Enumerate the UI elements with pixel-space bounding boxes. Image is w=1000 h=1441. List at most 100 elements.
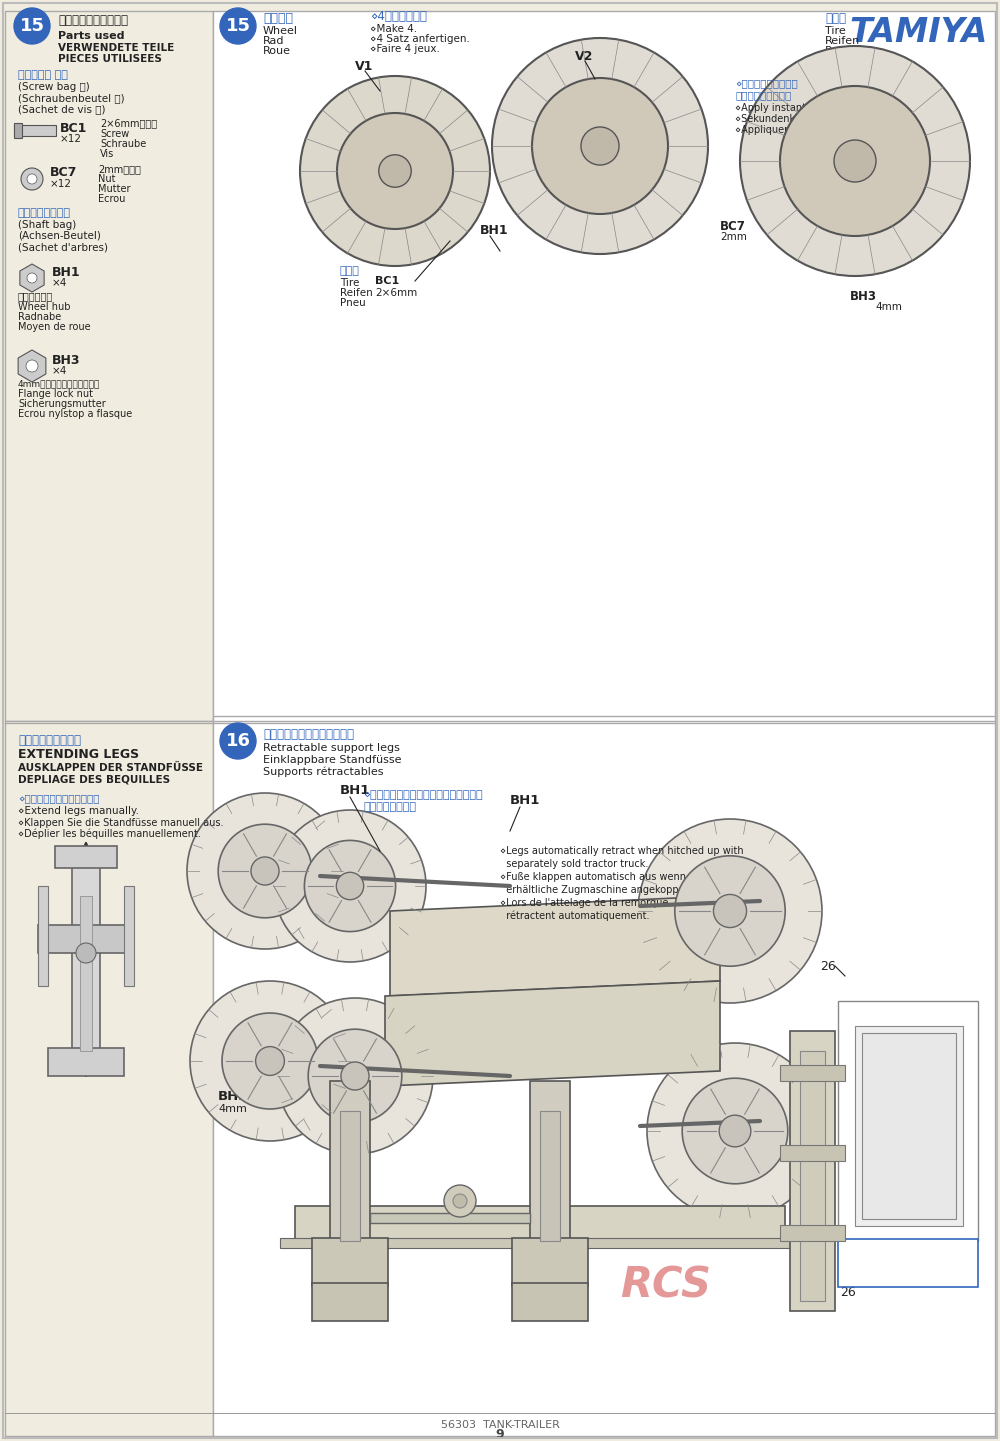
Text: Pneu: Pneu <box>825 46 853 56</box>
Bar <box>80 896 92 1050</box>
Bar <box>780 1225 845 1241</box>
Circle shape <box>222 1013 318 1110</box>
Text: TAMIYA: TAMIYA <box>884 1259 932 1272</box>
Text: EXTENDING LEGS: EXTENDING LEGS <box>18 748 139 761</box>
Text: 15: 15 <box>20 17 44 35</box>
Text: BC7: BC7 <box>720 219 746 232</box>
Text: ⋄トレーラーヘッドとの連結で自動的に: ⋄トレーラーヘッドとの連結で自動的に <box>363 790 483 800</box>
Circle shape <box>304 840 396 931</box>
Text: ⋄Legs automatically retract when hitched up with: ⋄Legs automatically retract when hitched… <box>500 846 744 856</box>
Circle shape <box>337 112 453 229</box>
Text: TAMIYA: TAMIYA <box>850 16 988 49</box>
Text: タイヤ: タイヤ <box>825 13 846 26</box>
Bar <box>48 1048 124 1076</box>
Text: Parts used: Parts used <box>58 32 124 40</box>
Text: ⋄Klappen Sie die Standfüsse manuell aus.: ⋄Klappen Sie die Standfüsse manuell aus. <box>18 818 224 829</box>
Text: 2mm: 2mm <box>720 232 747 242</box>
Text: erhältliche Zugmaschine angekoppelt ist.: erhältliche Zugmaschine angekoppelt ist. <box>500 885 709 895</box>
Text: ⋄Fuße klappen automatisch aus wenn eine separat: ⋄Fuße klappen automatisch aus wenn eine … <box>500 872 750 882</box>
Circle shape <box>675 856 785 967</box>
Circle shape <box>740 46 970 277</box>
Text: V1: V1 <box>355 59 373 72</box>
Text: Ecrou nylstop a flasque: Ecrou nylstop a flasque <box>18 409 132 419</box>
Text: 4mmフランジ付ロックナット: 4mmフランジ付ロックナット <box>18 379 100 389</box>
Text: Radnabe: Radnabe <box>18 313 61 321</box>
Polygon shape <box>390 896 720 996</box>
Text: 「シャフト袋詬」: 「シャフト袋詬」 <box>18 208 71 218</box>
Circle shape <box>532 78 668 215</box>
Circle shape <box>21 169 43 190</box>
Bar <box>280 1238 800 1248</box>
Text: 9: 9 <box>496 1428 504 1441</box>
Text: ⋄Déplier les béquilles manuellement.: ⋄Déplier les béquilles manuellement. <box>18 829 201 839</box>
Circle shape <box>719 1115 751 1147</box>
Text: separately sold tractor truck.: separately sold tractor truck. <box>500 859 648 869</box>
Text: Flange lock nut: Flange lock nut <box>18 389 93 399</box>
Text: ホイールハブ: ホイールハブ <box>18 291 53 301</box>
Text: Reifen: Reifen <box>825 36 860 46</box>
Bar <box>800 1050 825 1301</box>
Text: PIECES UTILISEES: PIECES UTILISEES <box>58 53 162 63</box>
Text: (Sachet de vis Ⓢ): (Sachet de vis Ⓢ) <box>18 104 106 114</box>
Circle shape <box>26 360 38 372</box>
Text: (Achsen-Beutel): (Achsen-Beutel) <box>18 231 101 241</box>
Text: Moyen de roue: Moyen de roue <box>18 321 91 331</box>
Circle shape <box>834 140 876 182</box>
Text: 「脆の引き出し方」: 「脆の引き出し方」 <box>18 735 81 748</box>
Text: 56303  TANK-TRAILER: 56303 TANK-TRAILER <box>441 1419 559 1429</box>
Text: 4mm: 4mm <box>218 1104 247 1114</box>
Text: Retractable support legs: Retractable support legs <box>263 744 400 754</box>
Text: Tire: Tire <box>340 278 359 288</box>
Text: BH3: BH3 <box>218 1089 248 1102</box>
Bar <box>862 1033 956 1219</box>
Bar <box>213 12 995 720</box>
Text: Supports rétractables: Supports rétractables <box>263 767 384 777</box>
Text: 15: 15 <box>226 17 250 35</box>
Text: BC7: BC7 <box>50 167 77 180</box>
Text: 込み接着します。: 込み接着します。 <box>735 89 791 99</box>
Text: Pneu: Pneu <box>340 298 366 308</box>
Bar <box>38 925 134 953</box>
Circle shape <box>190 981 350 1141</box>
Text: (Sachet d'arbres): (Sachet d'arbres) <box>18 242 108 252</box>
Text: Mutter: Mutter <box>98 184 130 195</box>
Circle shape <box>682 1078 788 1185</box>
Text: BH1: BH1 <box>480 225 509 238</box>
Text: ⋄Faire 4 jeux.: ⋄Faire 4 jeux. <box>370 45 440 53</box>
Circle shape <box>647 1043 823 1219</box>
Bar <box>540 1111 560 1241</box>
Circle shape <box>277 999 433 1154</box>
Text: BC1: BC1 <box>60 121 87 134</box>
Circle shape <box>27 174 37 184</box>
Circle shape <box>341 1062 369 1089</box>
Circle shape <box>256 1046 284 1075</box>
Text: タイヤ: タイヤ <box>340 267 360 277</box>
Text: ⋄脆の引き出しは手動です。: ⋄脆の引き出しは手動です。 <box>18 793 100 803</box>
Bar <box>38 886 48 986</box>
Text: 2×6mm丸ビス: 2×6mm丸ビス <box>100 118 157 128</box>
Bar <box>838 1239 978 1287</box>
Bar <box>295 1206 785 1241</box>
Text: BH3: BH3 <box>52 353 80 366</box>
Text: BH1: BH1 <box>340 784 370 797</box>
Bar <box>370 1213 530 1223</box>
Text: 16: 16 <box>226 732 250 749</box>
Bar <box>780 1146 845 1161</box>
Circle shape <box>218 824 312 918</box>
Text: ×12: ×12 <box>50 179 72 189</box>
Text: Rad: Rad <box>263 36 285 46</box>
Text: BC1: BC1 <box>375 277 399 285</box>
Bar <box>530 1081 570 1241</box>
Text: Ecrou: Ecrou <box>98 195 125 205</box>
Bar <box>5 12 213 720</box>
Text: rétractent automatiquement.: rétractent automatiquement. <box>500 911 650 921</box>
Bar <box>855 1026 963 1226</box>
Text: 2×6mm: 2×6mm <box>375 288 417 298</box>
Circle shape <box>581 127 619 166</box>
Bar <box>14 125 56 135</box>
Text: ⋄Extend legs manually.: ⋄Extend legs manually. <box>18 806 139 816</box>
Text: BH1: BH1 <box>510 794 540 807</box>
Text: Tire: Tire <box>825 26 846 36</box>
Text: 脆が畳みます。: 脆が畳みます。 <box>363 803 416 811</box>
Bar <box>213 716 995 1323</box>
